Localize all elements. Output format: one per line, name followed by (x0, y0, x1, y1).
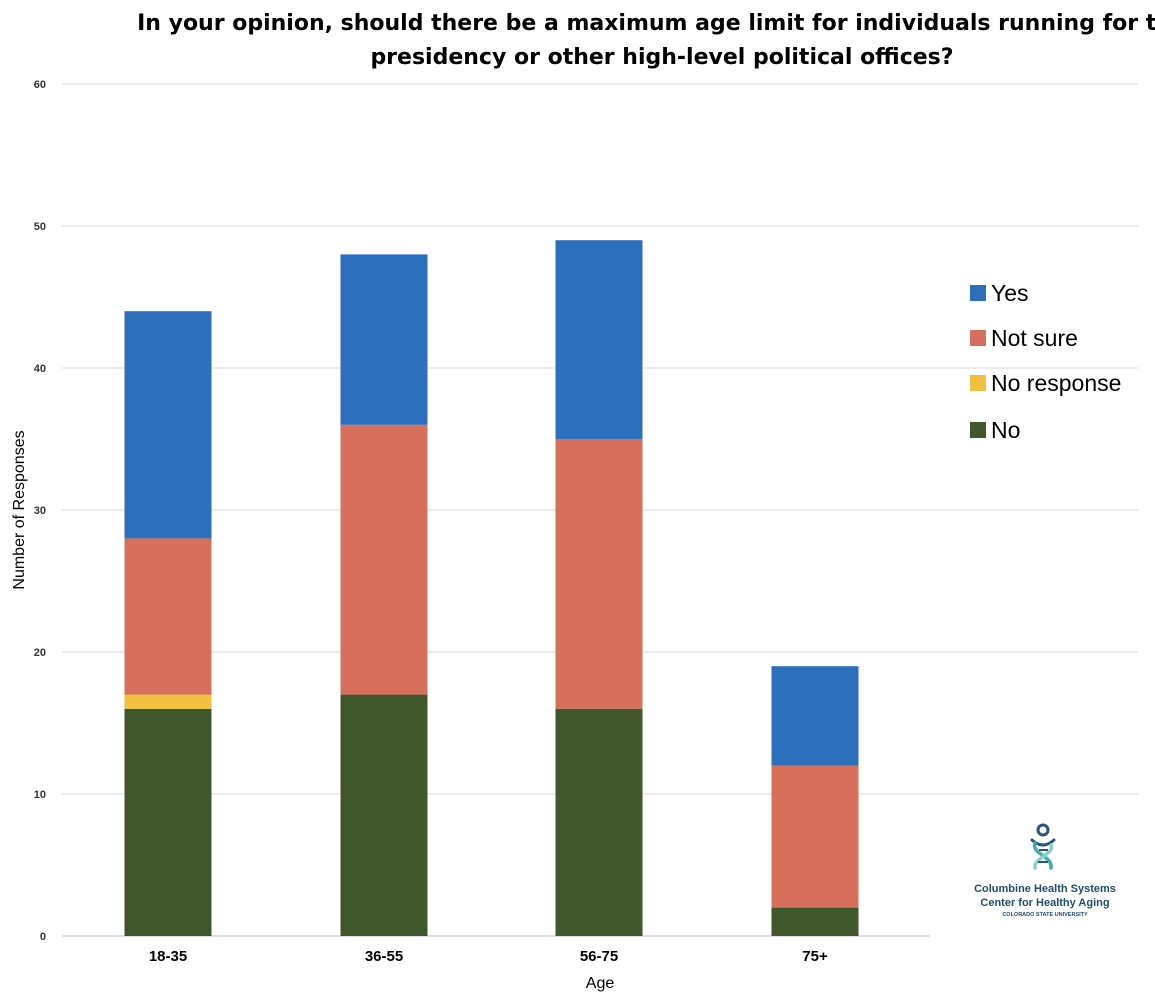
logo-line-1: Columbine Health Systems (974, 883, 1116, 895)
y-tick-label: 40 (34, 363, 46, 375)
bar-no (771, 907, 859, 936)
bar-no (555, 708, 643, 936)
legend-label: Not sure (991, 325, 1078, 351)
y-axis-ticks: 0 10 20 30 40 50 60 (34, 79, 46, 943)
bar-not-sure (555, 439, 643, 709)
bar-yes (340, 254, 428, 425)
legend-swatch (970, 375, 986, 391)
y-tick-label: 50 (34, 221, 46, 233)
bar-not-sure (340, 424, 428, 695)
bar-no (340, 694, 428, 936)
legend-label: Yes (991, 280, 1029, 306)
y-tick-label: 0 (40, 931, 46, 943)
bars (124, 240, 859, 936)
y-tick-label: 10 (34, 789, 46, 801)
x-tick-label: 56-75 (580, 948, 618, 965)
legend-label: No (991, 417, 1020, 443)
bar-not-sure (771, 765, 859, 908)
logo-line-3: COLORADO STATE UNIVERSITY (1002, 912, 1088, 918)
y-axis-label: Number of Responses (11, 430, 28, 589)
x-tick-label: 36-55 (365, 948, 403, 965)
x-axis-label: Age (586, 975, 615, 992)
legend-label: No response (991, 370, 1121, 396)
bar-no (124, 708, 212, 936)
bar-no-response (124, 694, 212, 709)
x-axis-ticks: 18-35 36-55 56-75 75+ (149, 948, 828, 965)
bar-yes (771, 666, 859, 766)
y-tick-label: 20 (34, 647, 46, 659)
logo: Columbine Health Systems Center for Heal… (974, 823, 1116, 918)
legend: Yes Not sure No response No (970, 280, 1121, 443)
chart-title-line-1: In your opinion, should there be a maxim… (137, 11, 1155, 36)
legend-swatch (970, 285, 986, 301)
chart-title-line-2: presidency or other high-level political… (370, 45, 953, 70)
bar-yes (124, 311, 212, 539)
x-tick-label: 75+ (802, 948, 828, 965)
legend-swatch (970, 422, 986, 438)
x-tick-label: 18-35 (149, 948, 187, 965)
y-tick-label: 30 (34, 505, 46, 517)
chart-title: In your opinion, should there be a maxim… (137, 11, 1155, 70)
y-tick-label: 60 (34, 79, 46, 91)
logo-line-2: Center for Healthy Aging (980, 897, 1109, 909)
legend-swatch (970, 330, 986, 346)
bar-not-sure (124, 538, 212, 695)
figure-helix-icon (1030, 823, 1056, 870)
bar-yes (555, 240, 643, 439)
